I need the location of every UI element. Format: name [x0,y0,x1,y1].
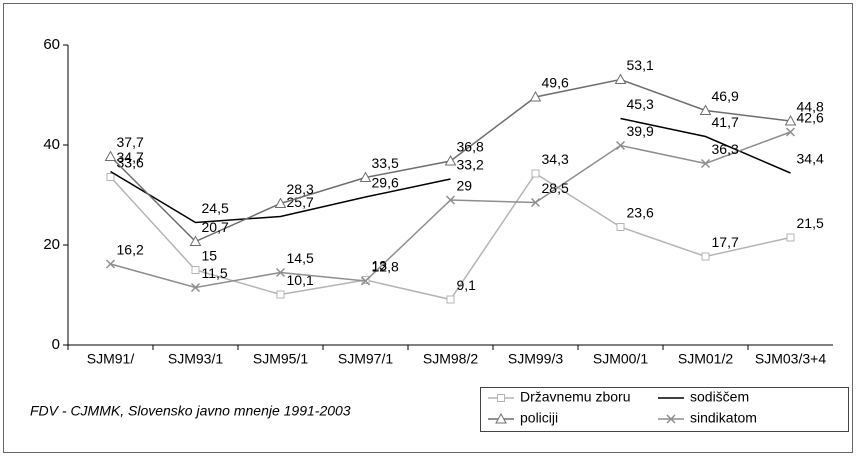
data-label: 16,2 [117,242,144,258]
series-marker [446,295,455,304]
legend-box [480,387,849,432]
x-tick-label: SJM95/1 [253,351,308,367]
data-label: 28,5 [542,180,569,196]
series-marker [701,252,710,261]
data-label: 10,1 [287,272,314,288]
x-tick-label: SJM97/1 [338,351,393,367]
series-marker [274,197,287,208]
data-label: 34,4 [797,151,824,167]
series-marker [191,266,200,274]
y-tick-label: 0 [52,336,60,353]
data-label: 21,5 [797,215,824,231]
data-label: 33,2 [457,157,484,173]
series-marker [699,104,712,115]
data-label: 39,9 [627,123,654,139]
series-marker [786,233,795,242]
data-label: 33,6 [117,155,144,171]
legend-label: Državnemu zboru [520,389,631,405]
data-label: 24,5 [202,200,229,216]
data-label: 34,3 [542,151,569,167]
series-marker [104,150,117,161]
data-label: 29,6 [372,175,399,191]
data-label: 36,3 [712,141,739,157]
data-label: 41,7 [712,114,739,130]
series-marker [360,276,371,286]
x-tick-label: SJM98/2 [423,351,478,367]
legend-marker [497,394,505,402]
data-label: 46,9 [712,88,739,104]
x-tick-label: SJM00/1 [593,351,648,367]
series-marker [189,235,202,246]
series-marker [275,267,286,278]
data-label: 23,6 [627,205,654,221]
y-tick-label: 60 [43,36,60,53]
series-marker [785,127,796,137]
data-label: 15 [202,248,218,264]
series-marker [530,197,541,208]
source-note: FDV - CJMMK, Slovensko javno mnenje 1991… [30,403,351,419]
data-label: 33,5 [372,155,399,171]
series-marker [784,114,797,126]
series-marker [444,154,457,166]
series-marker [359,171,372,182]
legend-marker [666,414,676,424]
x-tick-label: SJM99/3 [508,351,563,367]
series-marker [700,158,711,169]
series-marker [105,259,116,269]
series-marker [615,140,626,151]
x-tick-label: SJM91/ [87,351,135,367]
data-label: 20,7 [202,219,229,235]
data-label: 12,8 [372,259,399,275]
x-tick-label: SJM03/3+4 [755,351,826,367]
legend-label: sindikatom [690,410,757,426]
data-label: 45,3 [627,96,654,112]
data-label: 9,1 [457,277,477,293]
y-tick-label: 20 [43,236,60,253]
series-line [110,170,451,224]
legend-label: policiji [520,410,558,426]
data-label: 44,8 [797,99,824,115]
series-marker [445,195,456,205]
data-label: 37,7 [117,134,144,150]
data-label: 13 [372,258,388,274]
series-marker [531,169,540,178]
data-label: 14,5 [287,250,314,266]
data-label: 36,8 [457,139,484,155]
series-marker [616,223,625,231]
series-marker [614,73,627,84]
data-label: 34,7 [117,149,144,165]
legend-marker [495,412,507,424]
y-tick-label: 40 [43,136,60,153]
chart-border [3,3,853,453]
series-marker [529,90,542,102]
data-label: 53,1 [627,57,654,73]
data-label: 17,7 [712,234,739,250]
series-marker [190,282,201,293]
series-marker [276,290,285,299]
legend-label: sodiščem [690,389,749,405]
data-label: 28,3 [287,181,314,197]
series-line [620,117,791,174]
data-label: 29 [457,178,473,194]
x-tick-label: SJM01/2 [678,351,733,367]
data-label: 25,7 [287,194,314,210]
data-label: 42,6 [797,110,824,126]
x-tick-label: SJM93/1 [168,351,223,367]
data-label: 49,6 [542,75,569,91]
data-label: 11,5 [202,265,228,281]
series-marker [106,173,115,181]
